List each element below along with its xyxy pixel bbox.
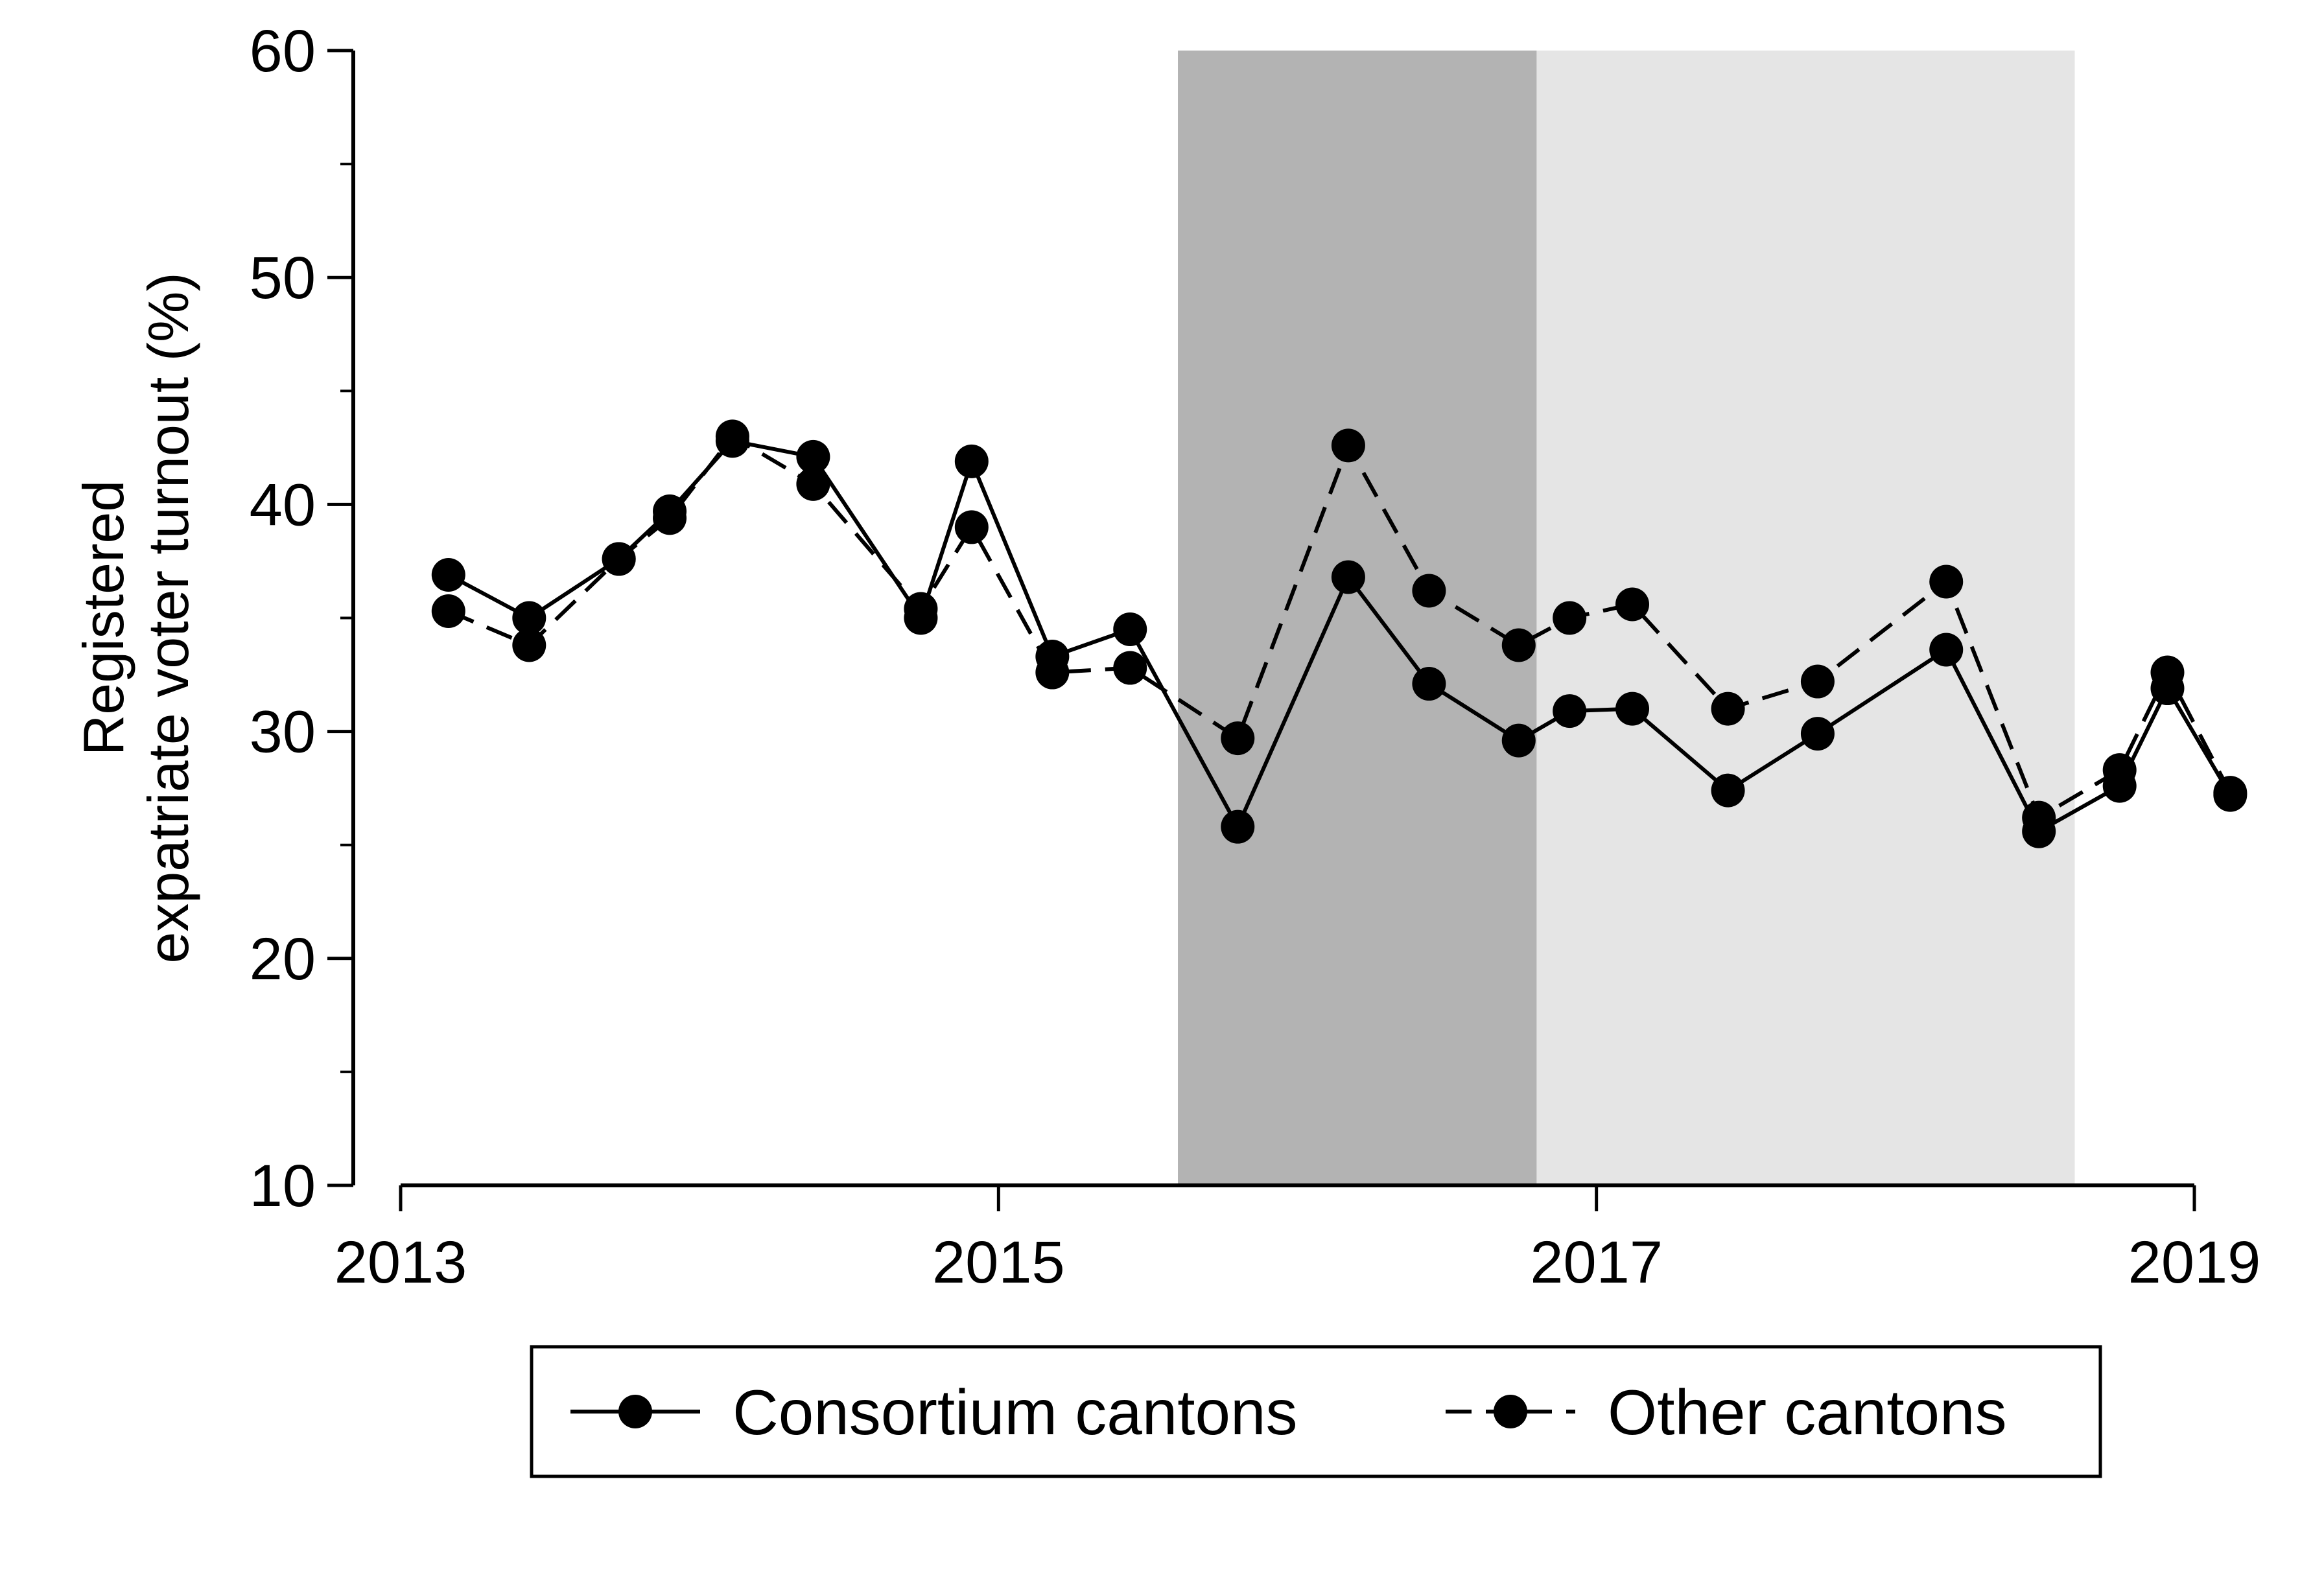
data-point: [904, 592, 938, 626]
x-tick-label-2015: 2015: [932, 1229, 1065, 1296]
data-point: [1035, 655, 1070, 690]
data-point: [1929, 564, 1964, 599]
data-point: [1113, 651, 1147, 685]
data-point: [954, 510, 989, 544]
data-point: [1553, 601, 1587, 635]
data-point: [1553, 694, 1587, 728]
data-point: [602, 542, 636, 576]
y-tick-label-30: 30: [250, 699, 316, 765]
data-point: [1615, 692, 1650, 726]
data-point: [1501, 723, 1536, 758]
legend-marker-2: [1494, 1395, 1527, 1428]
data-point: [2150, 655, 2185, 690]
data-point: [1711, 773, 1745, 808]
data-point: [1711, 692, 1745, 726]
y-axis-title-line-2: expatriate voter turnout (%): [136, 272, 200, 963]
legend-items: Consortium cantons Other cantons: [570, 1377, 2007, 1448]
data-point: [796, 439, 830, 474]
shaded-period-1: [1178, 51, 1537, 1185]
data-point: [431, 594, 465, 628]
legend-marker-1: [618, 1395, 652, 1428]
axes: 10 20 30 40 50 60 2013 2015 2017 2019: [250, 18, 2261, 1296]
data-point: [2213, 776, 2248, 810]
shaded-period-2: [1536, 51, 2075, 1185]
y-tick-label-50: 50: [250, 245, 316, 311]
data-point: [1800, 664, 1835, 699]
legend-label-2: Other cantons: [1608, 1377, 2007, 1448]
y-ticks: 10 20 30 40 50 60: [250, 18, 353, 1219]
x-tick-label-2017: 2017: [1530, 1229, 1663, 1296]
data-point: [1221, 721, 1255, 756]
data-point: [1113, 612, 1147, 647]
data-point: [512, 601, 546, 635]
legend-item-2: Other cantons: [1446, 1377, 2007, 1448]
data-point: [715, 419, 749, 454]
data-point: [1412, 574, 1446, 608]
data-point: [2022, 800, 2056, 835]
legend-label-1: Consortium cantons: [733, 1377, 1298, 1448]
data-point: [1221, 809, 1255, 844]
y-tick-label-10: 10: [250, 1153, 316, 1219]
x-tick-label-2019: 2019: [2128, 1229, 2261, 1296]
data-point: [1615, 587, 1650, 622]
data-point: [954, 444, 989, 478]
data-point: [431, 557, 465, 592]
data-point: [1331, 560, 1365, 594]
y-tick-label-60: 60: [250, 18, 316, 84]
data-point: [653, 501, 687, 535]
y-tick-label-40: 40: [250, 472, 316, 538]
data-point: [1800, 717, 1835, 751]
x-tick-label-2013: 2013: [335, 1229, 467, 1296]
series-group: [431, 419, 2248, 848]
y-tick-label-20: 20: [250, 926, 316, 992]
data-point: [1929, 633, 1964, 667]
y-axis-title: Registered expatriate voter turnout (%): [71, 272, 200, 963]
data-point: [1412, 667, 1446, 701]
legend: Consortium cantons Other cantons: [530, 1345, 2102, 1478]
x-ticks: 2013 2015 2017 2019: [335, 1185, 2261, 1296]
data-point: [1331, 428, 1365, 463]
data-point: [796, 467, 830, 501]
legend-box: [530, 1345, 2102, 1478]
series-2: [431, 419, 2248, 835]
data-point: [1501, 628, 1536, 662]
y-axis-title-line-1: Registered: [71, 480, 135, 756]
data-point: [2102, 753, 2137, 787]
legend-item-1: Consortium cantons: [570, 1377, 1298, 1448]
data-point: [512, 628, 546, 662]
